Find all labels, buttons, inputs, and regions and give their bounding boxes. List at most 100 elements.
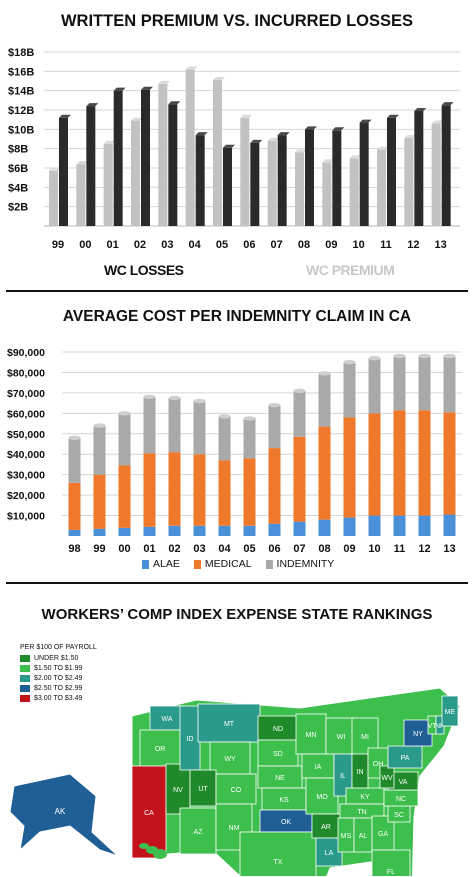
bar-wc-premium-top <box>322 159 335 163</box>
state-label: ND <box>273 726 283 733</box>
y-tick-label: $12B <box>8 105 34 117</box>
state-label: CA <box>144 810 154 817</box>
legend-wc-premium: WC PREMIUM <box>306 262 395 278</box>
bar-wc-losses <box>141 89 150 226</box>
premium-vs-losses-panel: WRITTEN PREMIUM VS. INCURRED LOSSES $2B $… <box>0 0 474 290</box>
x-tick-label: 01 <box>107 239 119 251</box>
bar-medical <box>268 448 281 524</box>
bar-alae <box>243 525 256 536</box>
bar-medical <box>93 474 106 529</box>
map-legend-swatch <box>20 665 30 672</box>
state-label: OR <box>155 746 166 753</box>
state-label: OK <box>281 819 291 826</box>
bar-alae <box>393 515 406 536</box>
chart2-title: AVERAGE COST PER INDEMNITY CLAIM IN CA <box>62 308 412 325</box>
bar-alae <box>293 521 306 536</box>
state-ak <box>9 773 119 857</box>
bar-wc-losses-top <box>250 139 263 143</box>
bar-wc-premium-top <box>295 149 307 153</box>
x-tick-label: 98 <box>68 543 80 555</box>
legend-alae-label: ALAE <box>153 558 180 570</box>
bar-alae <box>268 523 281 536</box>
bar-indemnity <box>68 437 81 483</box>
legend-wc-losses: WC LOSSES <box>104 262 184 278</box>
y-tick-label: $70,000 <box>7 388 45 400</box>
y-tick-label: $20,000 <box>7 490 45 502</box>
bar-top-cap <box>143 394 156 400</box>
avg-cost-panel: AVERAGE COST PER INDEMNITY CLAIM IN CA $… <box>0 292 474 582</box>
bar-medical <box>193 454 206 526</box>
bar-wc-losses <box>441 105 451 226</box>
bar-wc-losses-top <box>113 87 126 91</box>
bar-wc-losses-top <box>59 114 71 118</box>
x-tick-label: 00 <box>79 239 91 251</box>
state-label: NV <box>173 787 183 794</box>
bar-medical <box>68 482 81 530</box>
bar-wc-losses-top <box>414 107 427 111</box>
us-map: WA OR CA NV ID MT WY UT AZ CO NM ND SD NE KS OK TX MN IA MO… <box>9 687 461 876</box>
y-tick-label: $16B <box>8 66 34 78</box>
state-label: UT <box>198 786 208 793</box>
bar-alae <box>318 519 331 536</box>
map-legend-label: UNDER $1.50 <box>34 655 79 662</box>
bar-wc-losses <box>414 110 424 226</box>
y-tick-label: $60,000 <box>7 408 45 420</box>
state-nv <box>165 763 191 815</box>
x-tick-label: 11 <box>380 239 392 251</box>
state-label: IL <box>340 773 346 780</box>
divider-2 <box>6 582 468 584</box>
bar-indemnity <box>368 358 381 414</box>
bar-indemnity <box>293 390 306 437</box>
bar-wc-premium <box>185 69 195 227</box>
y-tick-label: $18B <box>8 47 34 59</box>
bar-wc-premium-top <box>240 114 253 118</box>
x-tick-label: 03 <box>161 239 173 251</box>
bar-indemnity <box>118 413 131 466</box>
map-legend-swatch <box>20 675 30 682</box>
map-legend-item: $1.50 TO $1.99 <box>20 665 140 672</box>
x-tick-label: 13 <box>435 239 447 251</box>
bar-medical <box>418 410 431 516</box>
state-label: SD <box>273 751 283 758</box>
legend-indemnity-label: INDEMNITY <box>276 558 335 570</box>
bar-wc-premium <box>103 143 113 226</box>
state-label: WY <box>224 756 236 763</box>
x-tick-label: 07 <box>271 239 283 251</box>
state-tx <box>239 831 317 876</box>
map-legend-title: PER $100 OF PAYROLL <box>20 644 97 651</box>
state-label: NH <box>435 723 445 730</box>
y-tick-label: $50,000 <box>7 429 45 441</box>
map-legend-swatch <box>20 685 30 692</box>
y-tick-label: $6B <box>8 163 28 175</box>
bar-wc-losses <box>387 117 396 226</box>
bar-wc-premium <box>377 149 386 226</box>
bar-indemnity <box>393 356 406 411</box>
x-tick-label: 02 <box>168 543 180 555</box>
state-label: GA <box>378 831 388 838</box>
bar-alae <box>368 515 381 536</box>
bar-alae <box>443 514 456 536</box>
state-mt <box>197 703 261 743</box>
legend-medical-label: MEDICAL <box>204 558 252 570</box>
x-tick-label: 07 <box>293 543 305 555</box>
x-tick-label: 09 <box>343 543 355 555</box>
bar-wc-premium <box>431 123 441 226</box>
state-label: MO <box>316 794 328 801</box>
state-hi <box>139 843 149 849</box>
bar-alae <box>343 517 356 536</box>
bar-indemnity <box>443 356 456 413</box>
bar-alae <box>418 515 431 536</box>
bar-alae <box>218 525 231 536</box>
state-co <box>215 773 257 805</box>
state-label: MI <box>361 734 369 741</box>
state-label: AL <box>359 833 368 840</box>
bar-wc-premium-top <box>213 77 225 81</box>
state-label: MS <box>341 833 352 840</box>
bar-top-cap <box>243 416 256 421</box>
state-label: TX <box>274 859 283 866</box>
bar-wc-premium <box>322 162 332 226</box>
map-legend-swatch <box>20 655 30 662</box>
bar-wc-losses <box>86 106 96 226</box>
bar-wc-losses-top <box>223 144 235 148</box>
y-tick-label: $90,000 <box>7 347 45 359</box>
